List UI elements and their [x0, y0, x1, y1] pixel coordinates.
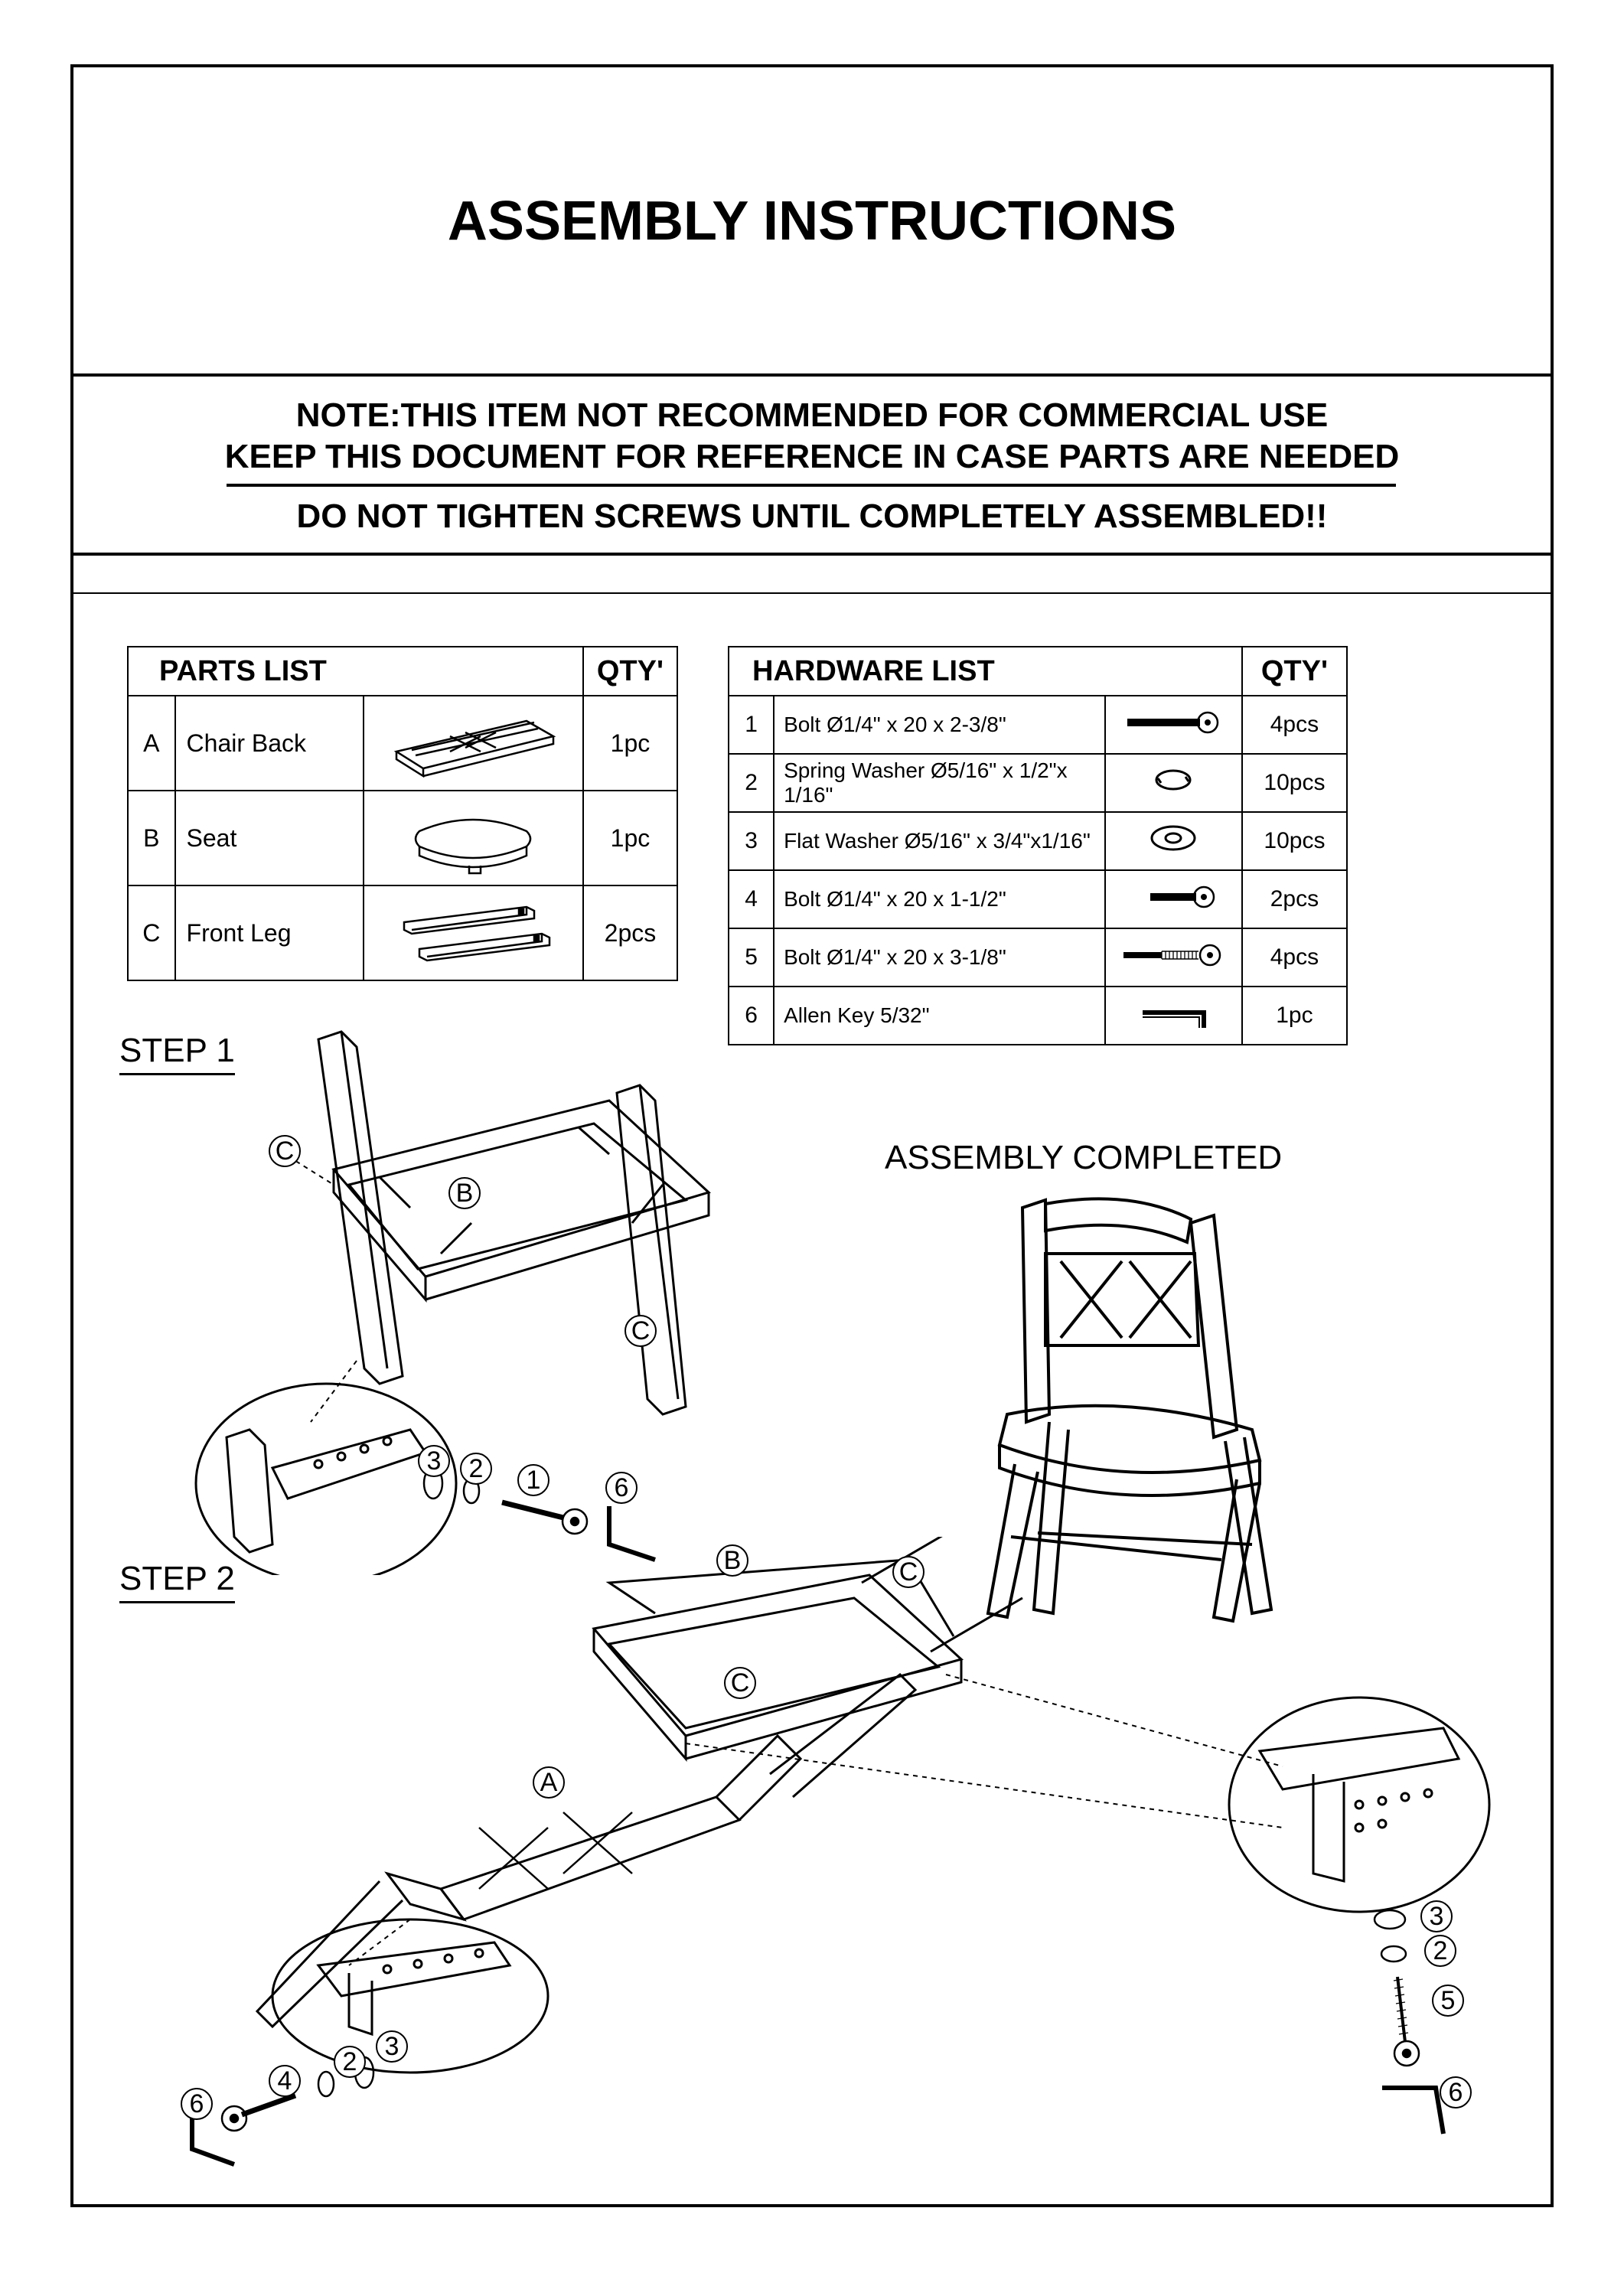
hw-qty: 10pcs — [1242, 812, 1347, 870]
part-letter: A — [128, 696, 175, 791]
spring-washer-icon — [1112, 757, 1234, 803]
assembly-instructions-page: ASSEMBLY INSTRUCTIONS NOTE:THIS ITEM NOT… — [0, 0, 1624, 2296]
callout-B: B — [716, 1544, 748, 1577]
hw-num: 4 — [729, 870, 774, 928]
parts-list-header: PARTS LIST — [128, 647, 583, 696]
callout-2: 2 — [334, 2046, 366, 2078]
part-letter: C — [128, 885, 175, 980]
table-row: 6 Allen Key 5/32" 1pc — [729, 987, 1347, 1045]
hw-qty: 4pcs — [1242, 696, 1347, 754]
callout-3: 3 — [1420, 1900, 1453, 1932]
part-name: Front Leg — [175, 885, 364, 980]
callout-C: C — [892, 1556, 925, 1588]
hw-desc: Bolt Ø1/4" x 20 x 2-3/8" — [774, 696, 1104, 754]
step-1-diagram — [119, 993, 793, 1575]
assembly-completed-label: ASSEMBLY COMPLETED — [885, 1139, 1282, 1177]
callout-A: A — [533, 1766, 565, 1799]
callout-C: C — [269, 1135, 301, 1167]
divider — [73, 373, 1551, 377]
hardware-list-header: HARDWARE LIST — [729, 647, 1242, 696]
part-qty: 1pc — [583, 696, 677, 791]
table-row: 1 Bolt Ø1/4" x 20 x 2-3/8" 4pcs — [729, 696, 1347, 754]
bolt-icon — [1112, 699, 1234, 745]
part-qty: 1pc — [583, 791, 677, 885]
note-line-2: KEEP THIS DOCUMENT FOR REFERENCE IN CASE… — [73, 438, 1551, 476]
hw-qty: 2pcs — [1242, 870, 1347, 928]
hw-num: 5 — [729, 928, 774, 987]
hw-qty: 4pcs — [1242, 928, 1347, 987]
chair-back-icon — [373, 698, 572, 782]
hw-desc: Bolt Ø1/4" x 20 x 1-1/2" — [774, 870, 1104, 928]
hw-qty: 10pcs — [1242, 754, 1347, 812]
hw-num: 3 — [729, 812, 774, 870]
part-image-seat — [364, 791, 583, 885]
hw-image-allen-key — [1105, 987, 1242, 1045]
callout-C: C — [624, 1315, 657, 1347]
table-row: C Front Leg 2pcs — [128, 885, 677, 980]
allen-key-icon — [1112, 990, 1234, 1035]
hw-image-bolt-long — [1105, 696, 1242, 754]
part-image-front-leg — [364, 885, 583, 980]
callout-1: 1 — [517, 1464, 549, 1496]
table-row: B Seat 1pc — [128, 791, 677, 885]
divider — [73, 553, 1551, 556]
front-leg-icon — [373, 888, 572, 972]
divider — [73, 592, 1551, 594]
seat-icon — [373, 793, 572, 877]
hw-image-flat-washer — [1105, 812, 1242, 870]
hw-num: 2 — [729, 754, 774, 812]
hw-qty: 1pc — [1242, 987, 1347, 1045]
callout-3: 3 — [376, 2030, 408, 2063]
table-row: A Chair Back 1pc — [128, 696, 677, 791]
callout-6: 6 — [1440, 2076, 1472, 2108]
page-title: ASSEMBLY INSTRUCTIONS — [73, 190, 1551, 253]
part-qty: 2pcs — [583, 885, 677, 980]
outer-frame: ASSEMBLY INSTRUCTIONS NOTE:THIS ITEM NOT… — [70, 64, 1554, 2207]
callout-B: B — [448, 1177, 481, 1209]
divider — [227, 484, 1396, 487]
callout-5: 5 — [1432, 1985, 1464, 2017]
hw-image-bolt-xlong — [1105, 928, 1242, 987]
table-row: 5 Bolt Ø1/4" x 20 x 3-1/8" — [729, 928, 1347, 987]
callout-2: 2 — [460, 1453, 492, 1485]
part-letter: B — [128, 791, 175, 885]
hw-desc: Spring Washer Ø5/16" x 1/2"x 1/16" — [774, 754, 1104, 812]
callout-C: C — [724, 1667, 756, 1699]
hw-desc: Allen Key 5/32" — [774, 987, 1104, 1045]
callout-3: 3 — [418, 1445, 450, 1477]
callout-6: 6 — [181, 2088, 213, 2120]
table-row: 4 Bolt Ø1/4" x 20 x 1-1/2" 2pcs — [729, 870, 1347, 928]
callout-4: 4 — [269, 2065, 301, 2097]
table-row: 3 Flat Washer Ø5/16" x 3/4"x1/16" 10pcs — [729, 812, 1347, 870]
part-name: Chair Back — [175, 696, 364, 791]
callout-2: 2 — [1424, 1935, 1456, 1967]
bolt-icon — [1112, 873, 1234, 919]
note-line-1: NOTE:THIS ITEM NOT RECOMMENDED FOR COMME… — [73, 396, 1551, 435]
hw-desc: Bolt Ø1/4" x 20 x 3-1/8" — [774, 928, 1104, 987]
parts-list-table: PARTS LIST QTY' A Chair Back — [127, 646, 678, 981]
part-image-chair-back — [364, 696, 583, 791]
flat-washer-icon — [1112, 815, 1234, 861]
callout-6: 6 — [605, 1472, 638, 1504]
hardware-list-table: HARDWARE LIST QTY' 1 Bolt Ø1/4" x 20 x 2… — [728, 646, 1348, 1045]
hw-num: 1 — [729, 696, 774, 754]
table-row: 2 Spring Washer Ø5/16" x 1/2"x 1/16" 10p… — [729, 754, 1347, 812]
note-line-3: DO NOT TIGHTEN SCREWS UNTIL COMPLETELY A… — [73, 497, 1551, 536]
step-2-diagram — [119, 1537, 1512, 2195]
part-name: Seat — [175, 791, 364, 885]
parts-qty-header: QTY' — [583, 647, 677, 696]
hw-image-bolt-short — [1105, 870, 1242, 928]
hw-image-spring-washer — [1105, 754, 1242, 812]
hardware-qty-header: QTY' — [1242, 647, 1347, 696]
hw-desc: Flat Washer Ø5/16" x 3/4"x1/16" — [774, 812, 1104, 870]
bolt-icon — [1112, 931, 1234, 977]
